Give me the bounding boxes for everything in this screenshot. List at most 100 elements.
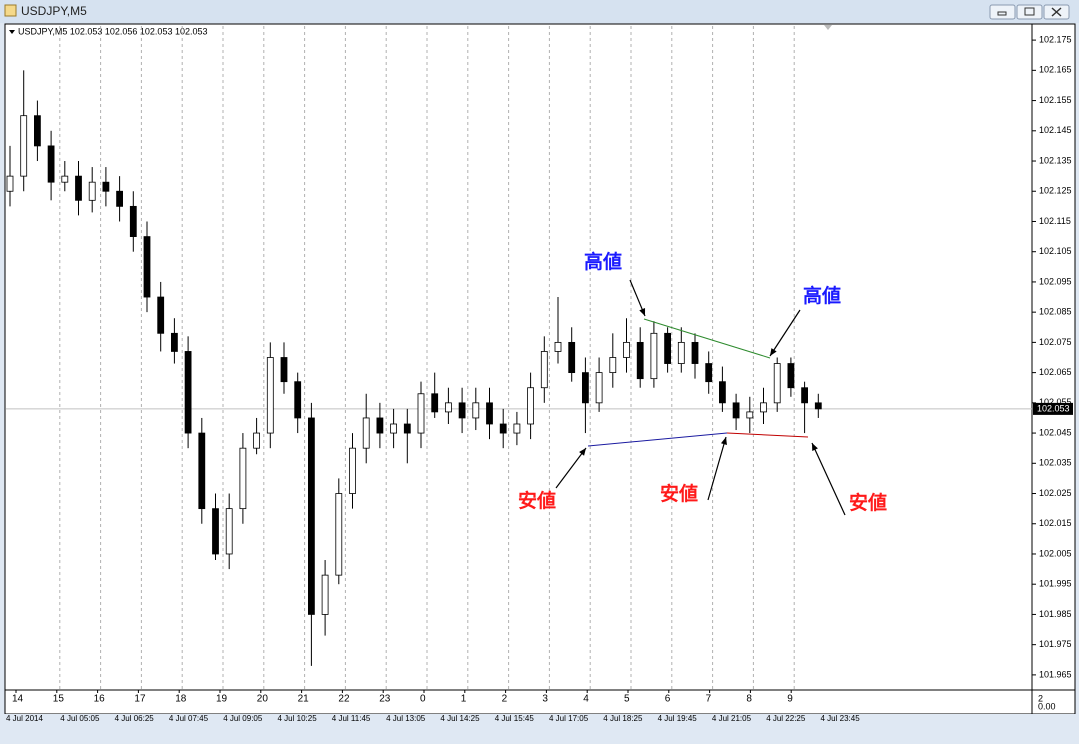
candle-body xyxy=(20,115,28,177)
candle-body xyxy=(225,508,233,555)
candle-body xyxy=(554,341,562,352)
candle-body xyxy=(198,432,206,510)
y-tick-label: 102.015 xyxy=(1039,518,1072,528)
candle-body xyxy=(362,417,370,449)
date-label: 4 Jul 06:25 xyxy=(115,714,155,723)
y-tick-label: 102.005 xyxy=(1039,548,1072,558)
candle-body xyxy=(129,205,137,237)
candle-body xyxy=(6,175,14,192)
x-tick-label: 7 xyxy=(706,694,712,705)
x-tick-label: 1 xyxy=(461,694,467,705)
date-label: 4 Jul 15:45 xyxy=(495,714,535,723)
candle-body xyxy=(499,423,507,434)
candle-body xyxy=(732,402,740,419)
candle-body xyxy=(321,574,329,615)
x-tick-label: 17 xyxy=(134,694,146,705)
y-tick-label: 102.025 xyxy=(1039,488,1072,498)
chart-area xyxy=(4,23,1076,715)
date-label: 4 Jul 09:05 xyxy=(223,714,263,723)
trend-line xyxy=(726,432,809,438)
candle-body xyxy=(116,190,123,207)
candle-body xyxy=(773,363,781,404)
arrow xyxy=(707,436,727,501)
y-tick-label: 102.145 xyxy=(1039,125,1072,135)
candle-body xyxy=(102,181,110,192)
candle-body xyxy=(335,493,343,576)
restore-button[interactable] xyxy=(1016,4,1043,20)
x-tick-label: 18 xyxy=(175,694,187,705)
candle-body xyxy=(143,236,151,298)
candle-body xyxy=(719,381,726,404)
last-price-label: 102.053 xyxy=(1037,403,1070,413)
minimize-icon xyxy=(997,11,1007,16)
annotation: 安値 xyxy=(849,491,887,514)
arrow xyxy=(555,447,587,489)
candle-body xyxy=(540,351,548,389)
date-label: 4 Jul 21:05 xyxy=(712,714,752,723)
candle-body xyxy=(458,402,466,419)
candle-body xyxy=(390,423,398,434)
candle-body xyxy=(801,387,808,404)
candle-body xyxy=(444,402,452,413)
trend-line xyxy=(643,318,771,359)
x-tick-label: 23 xyxy=(379,694,391,705)
corner-label: 2 xyxy=(1038,693,1043,703)
candle-body xyxy=(568,341,576,374)
y-tick-label: 102.155 xyxy=(1039,95,1072,105)
candle-body xyxy=(814,402,822,410)
date-label: 4 Jul 2014 xyxy=(6,714,43,723)
candle-body xyxy=(157,296,165,334)
x-tick-label: 14 xyxy=(12,694,24,705)
arrow xyxy=(769,309,801,357)
candle-body xyxy=(705,363,713,383)
window-icon xyxy=(4,4,17,17)
x-tick-label: 15 xyxy=(53,694,65,705)
candle-body xyxy=(431,393,439,413)
candle-body xyxy=(266,357,274,434)
corner-label: 0.00 xyxy=(1038,701,1056,711)
y-tick-label: 101.965 xyxy=(1039,669,1072,679)
candle-body xyxy=(417,393,425,434)
candle-body xyxy=(664,332,671,364)
y-tick-label: 102.035 xyxy=(1039,458,1072,468)
x-tick-label: 6 xyxy=(665,694,671,705)
date-label: 4 Jul 23:45 xyxy=(821,714,861,723)
arrow-head xyxy=(720,437,727,445)
candle-body xyxy=(75,175,82,201)
x-tick-label: 0 xyxy=(420,694,426,705)
candle-body xyxy=(184,351,192,434)
shift-marker xyxy=(824,25,832,30)
candle-body xyxy=(582,372,589,404)
candle-body xyxy=(595,372,603,404)
date-label: 4 Jul 13:05 xyxy=(386,714,426,723)
x-tick-label: 2 xyxy=(502,694,508,705)
candle-body xyxy=(61,175,69,183)
status-strip xyxy=(0,714,1079,739)
candle-body xyxy=(609,357,617,374)
candle-body xyxy=(307,417,315,615)
arrow-head xyxy=(812,443,818,451)
x-tick-label: 4 xyxy=(583,694,589,705)
candle-body xyxy=(691,341,699,364)
date-label: 4 Jul 11:45 xyxy=(332,714,371,723)
x-tick-label: 22 xyxy=(338,694,350,705)
y-tick-label: 101.985 xyxy=(1039,609,1072,619)
date-label: 4 Jul 07:45 xyxy=(169,714,209,723)
candle-body xyxy=(403,423,411,434)
x-tick-label: 9 xyxy=(787,694,793,705)
candle-body xyxy=(636,341,644,380)
arrow-head xyxy=(579,448,586,456)
date-label: 4 Jul 18:25 xyxy=(603,714,643,723)
candle-body xyxy=(650,332,658,380)
y-tick-label: 101.975 xyxy=(1039,639,1072,649)
annotation: 高値 xyxy=(584,250,622,273)
candle-body xyxy=(376,417,384,434)
candle-body xyxy=(239,447,247,510)
candle-body xyxy=(280,357,288,383)
candle-body xyxy=(170,332,178,352)
y-tick-label: 102.085 xyxy=(1039,307,1072,317)
candle-body xyxy=(486,402,493,425)
y-tick-label: 102.175 xyxy=(1039,34,1072,44)
close-icon xyxy=(1051,7,1062,17)
